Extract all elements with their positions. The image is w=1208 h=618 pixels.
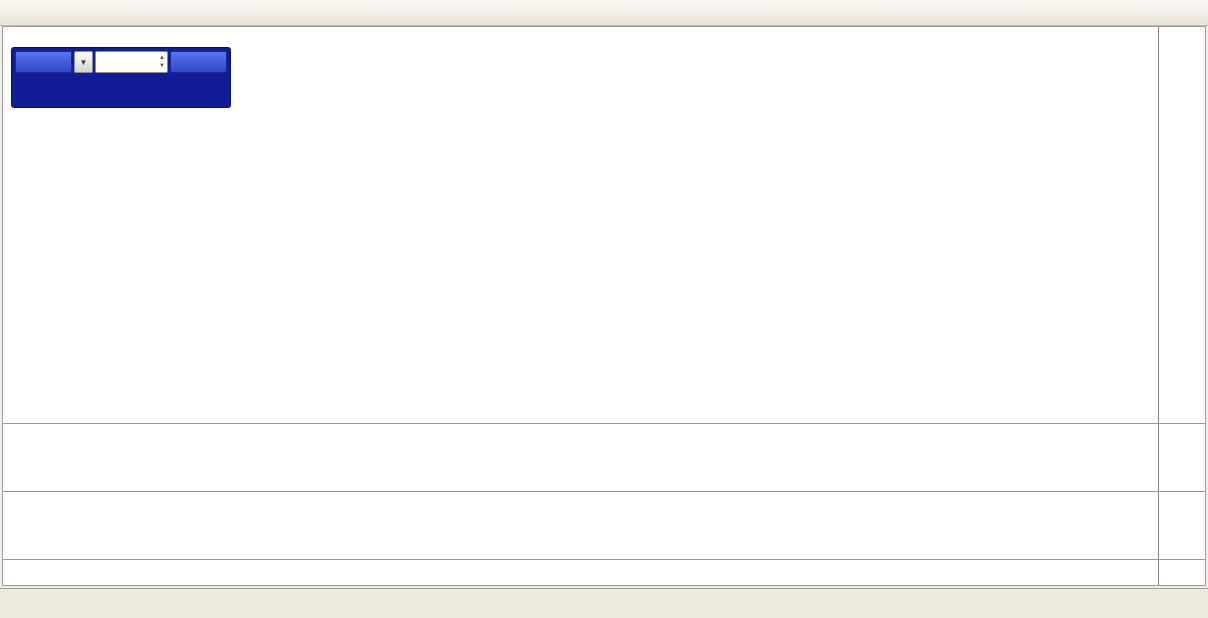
main-chart-pane[interactable]: ▼ ▲ ▼ — [3, 27, 1158, 423]
pane-separator — [3, 559, 1205, 560]
pane-separator[interactable] — [3, 423, 1205, 424]
volume-input[interactable]: ▲ ▼ — [95, 51, 168, 73]
volume-spinner[interactable]: ▲ ▼ — [159, 54, 165, 70]
macd-label — [9, 426, 24, 438]
rsi-canvas[interactable] — [3, 492, 1158, 559]
macd-canvas[interactable] — [3, 424, 1158, 491]
chart-window: ▼ ▲ ▼ — [2, 26, 1206, 586]
chart-header — [10, 31, 18, 43]
rsi-indicator-pane[interactable] — [3, 492, 1158, 559]
macd-indicator-pane[interactable] — [3, 424, 1158, 491]
pane-separator[interactable] — [3, 491, 1205, 492]
chart-tab-bar — [0, 588, 1208, 618]
one-click-trading-panel: ▼ ▲ ▼ — [11, 47, 231, 108]
volume-dropdown[interactable]: ▼ — [74, 51, 93, 73]
buy-button[interactable] — [170, 51, 227, 73]
timeframe-toolbar — [0, 0, 1208, 26]
date-axis — [3, 560, 1158, 585]
chevron-down-icon: ▼ — [79, 57, 88, 67]
sell-button[interactable] — [15, 51, 72, 73]
buy-price[interactable] — [121, 74, 227, 104]
spinner-up-icon[interactable]: ▲ — [159, 55, 165, 61]
price-axis[interactable] — [1158, 27, 1205, 585]
spinner-down-icon[interactable]: ▼ — [159, 63, 165, 69]
rsi-label — [9, 494, 19, 506]
sell-price[interactable] — [15, 74, 121, 104]
